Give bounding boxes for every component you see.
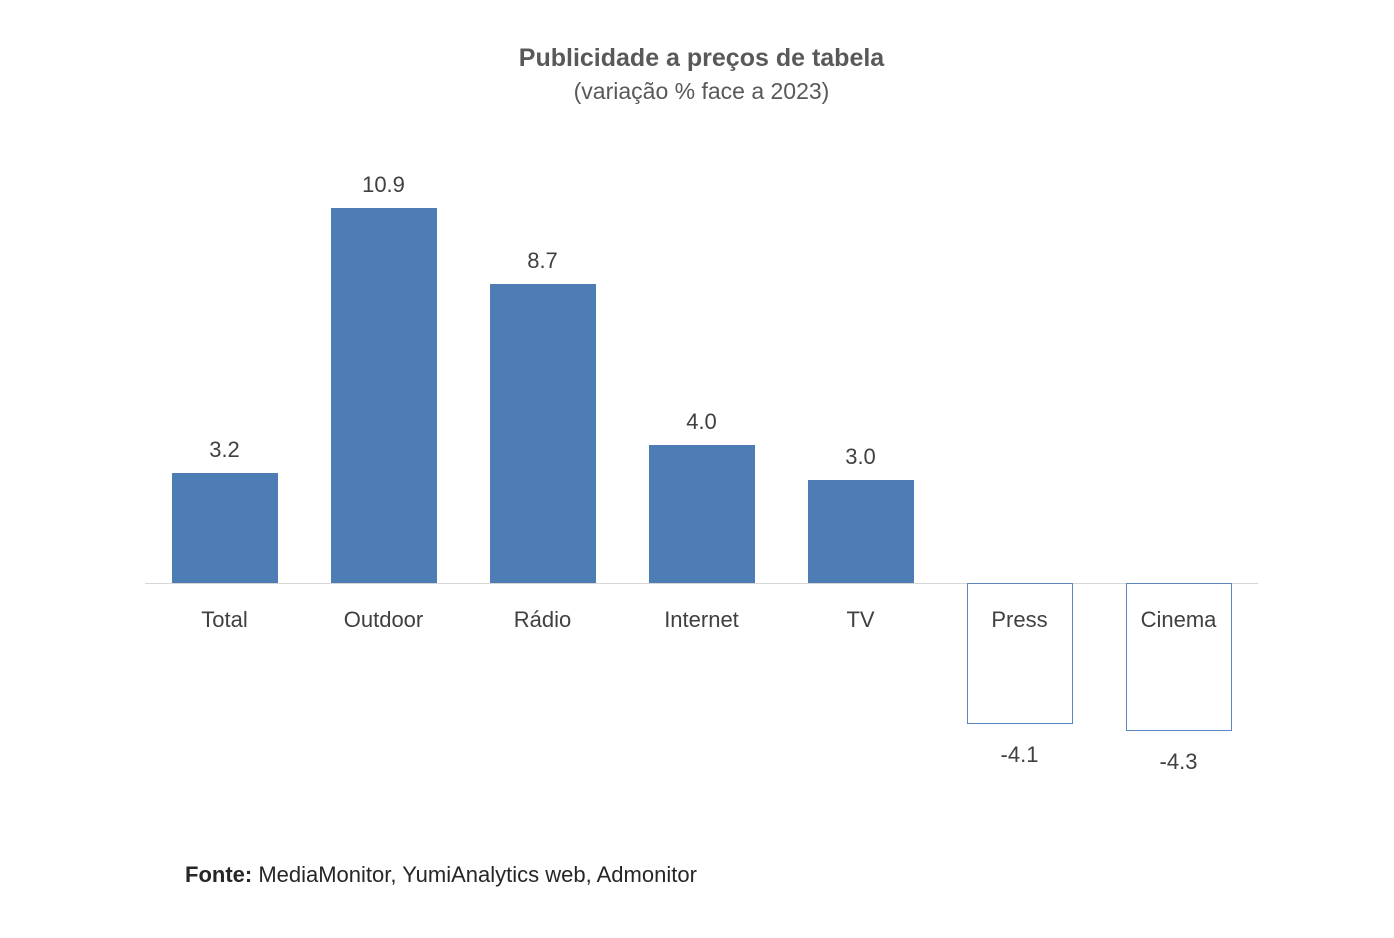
category-label: Outdoor	[343, 607, 424, 632]
chart-title: Publicidade a preços de tabela	[518, 44, 885, 72]
category-label: Press	[991, 607, 1048, 632]
x-axis-line	[145, 583, 1258, 584]
source-note: Fonte: MediaMonitor, YumiAnalytics web, …	[185, 862, 697, 888]
category-label: TV	[846, 607, 875, 632]
value-label: 10.9	[362, 172, 405, 198]
value-label: 3.0	[845, 443, 876, 469]
value-label: 3.2	[209, 436, 240, 462]
chart-subtitle: (variação % face a 2023)	[573, 77, 830, 104]
bar-tv	[807, 479, 914, 583]
category-label: Cinema	[1140, 607, 1217, 632]
bar-internet	[648, 445, 755, 583]
value-label: 4.0	[686, 409, 717, 435]
bar-rádio	[489, 283, 596, 583]
bar-cinema	[1125, 583, 1232, 731]
value-label: 8.7	[527, 247, 558, 273]
category-label: Internet	[664, 607, 739, 632]
value-label: -4.1	[1000, 742, 1039, 768]
bar-outdoor	[330, 208, 437, 583]
category-label: Total	[201, 607, 248, 632]
value-label: -4.3	[1159, 748, 1198, 774]
source-note-prefix: Fonte:	[185, 862, 253, 887]
category-label: Rádio	[513, 607, 572, 632]
source-note-text: MediaMonitor, YumiAnalytics web, Admonit…	[252, 862, 697, 887]
bar-total	[171, 472, 278, 583]
bar-press	[966, 583, 1073, 725]
bar-chart: 3.2 Total 10.9 Outdoor 8.7 Rádio 4.0 Internet 3.…	[145, 140, 1258, 800]
chart-header: Publicidade a preços de tabela (variação…	[145, 42, 1258, 107]
